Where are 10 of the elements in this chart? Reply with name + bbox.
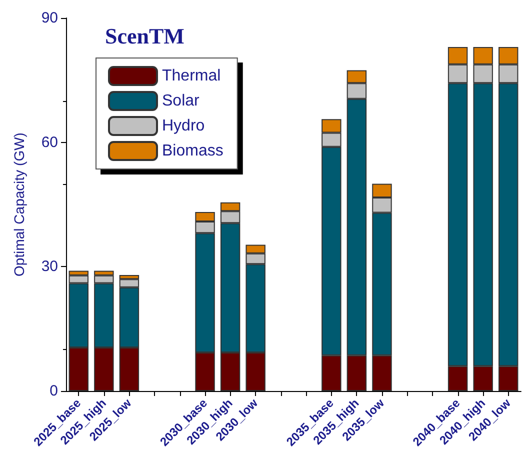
y-tick-label: 60 [41, 134, 58, 151]
chart-title: ScenTM [105, 24, 185, 48]
y-tick-label: 0 [50, 382, 58, 400]
y-axis-title: Optimal Capacity (GW) [11, 132, 27, 276]
legend-label: Hydro [162, 118, 205, 134]
legend-label: Thermal [162, 68, 221, 84]
legend-label: Biomass [162, 142, 224, 160]
y-tick-label: 90 [41, 10, 58, 26]
legend-label: Solar [162, 92, 200, 110]
y-tick-label: 30 [41, 258, 58, 276]
